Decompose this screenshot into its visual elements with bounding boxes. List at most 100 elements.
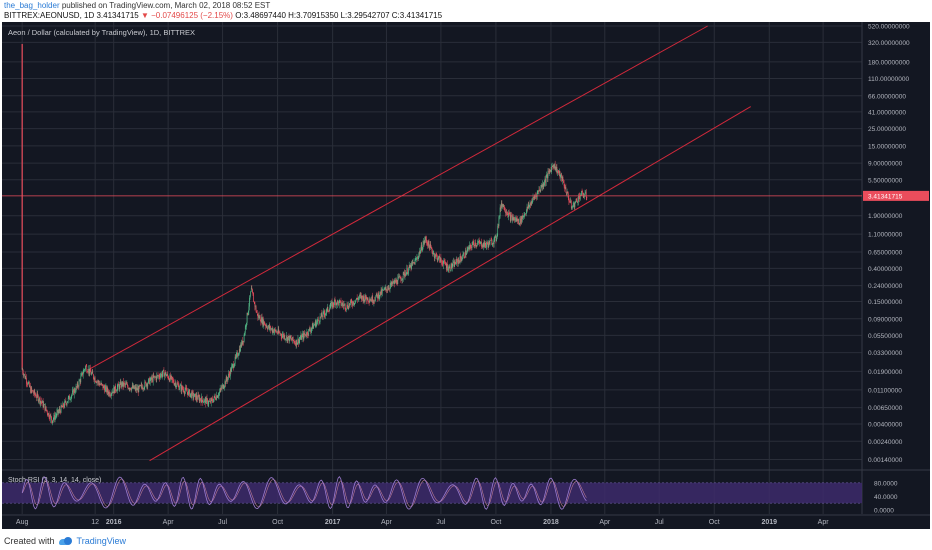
- candle: [67, 401, 68, 403]
- candle: [82, 372, 83, 377]
- candle: [285, 338, 287, 343]
- candle: [387, 284, 389, 290]
- x-tick-label: Jul: [218, 519, 227, 526]
- candle: [451, 263, 453, 272]
- candle: [279, 330, 280, 334]
- candle: [502, 203, 504, 210]
- tradingview-brand[interactable]: TradingView: [76, 536, 127, 546]
- candle-body: [253, 302, 255, 303]
- candle: [326, 308, 327, 316]
- candle-body: [176, 383, 178, 386]
- candle-body: [101, 384, 103, 385]
- candle: [158, 374, 159, 380]
- candle: [474, 239, 476, 249]
- candle: [551, 162, 553, 167]
- candle-body: [310, 330, 311, 332]
- candle-body: [555, 169, 557, 171]
- candle: [448, 264, 450, 273]
- candle-body: [203, 401, 205, 403]
- candle: [550, 167, 552, 173]
- candle-body: [539, 190, 541, 192]
- candle-body: [67, 401, 68, 403]
- candle-body: [205, 398, 207, 404]
- candle-body: [541, 184, 543, 188]
- candle: [106, 385, 107, 394]
- candle-body: [58, 411, 60, 413]
- candle-body: [496, 237, 497, 242]
- candle-body: [417, 257, 419, 259]
- candle-body: [189, 389, 191, 397]
- candle-body: [441, 261, 443, 265]
- candle: [404, 269, 405, 279]
- candle: [63, 403, 65, 409]
- x-tick-label: Apr: [381, 519, 393, 526]
- candle: [39, 396, 41, 406]
- candle: [367, 296, 369, 305]
- candle-body: [230, 369, 232, 372]
- symbol-line: BITTREX:AEONUSD, 1D 3.41341715: [4, 11, 139, 20]
- candle-body: [277, 329, 279, 334]
- candle: [49, 414, 51, 422]
- candle-body: [203, 401, 204, 403]
- candle-body: [391, 281, 393, 285]
- price-chart[interactable]: Aug 12 2016 Apr Jul Oct 2017 Apr Jul Oct 2018 Apr Ju…: [2, 22, 930, 529]
- candle-body: [424, 236, 426, 241]
- candle-body: [166, 373, 168, 376]
- author-link[interactable]: the_bag_holder: [4, 1, 60, 10]
- candle: [183, 386, 185, 394]
- candle-body: [546, 174, 548, 178]
- candle-body: [430, 246, 432, 248]
- candle-body: [60, 405, 62, 413]
- candle-body: [220, 388, 222, 390]
- candle-body: [385, 287, 387, 289]
- candle-body: [320, 313, 322, 317]
- candle-body: [132, 385, 134, 389]
- candle-body: [423, 241, 424, 245]
- candle-body: [326, 307, 328, 309]
- candle: [130, 387, 131, 391]
- candle: [172, 376, 174, 384]
- candle-body: [429, 245, 430, 250]
- price-change: ▼ −0.07496125 (−2.15%): [140, 11, 233, 20]
- candle-body: [79, 380, 81, 383]
- candle-body: [250, 288, 252, 292]
- candle: [539, 189, 541, 193]
- candle-body: [43, 404, 45, 408]
- candle: [412, 259, 414, 267]
- candle: [92, 368, 94, 375]
- candle-body: [581, 190, 582, 196]
- candle: [329, 302, 331, 309]
- candle-body: [142, 388, 144, 390]
- candle: [584, 194, 585, 200]
- candle-body: [533, 197, 534, 198]
- candle: [135, 384, 137, 393]
- x-tick-label: Jul: [655, 519, 664, 526]
- candle: [154, 374, 156, 381]
- candle-body: [389, 288, 390, 290]
- candle: [243, 333, 245, 343]
- candle: [341, 302, 343, 307]
- chart-canvas[interactable]: Aug 12 2016 Apr Jul Oct 2017 Apr Jul Oct 2018 Apr Ju…: [2, 22, 930, 529]
- candle-body: [466, 253, 467, 255]
- candle-body: [372, 296, 374, 303]
- candle-body: [438, 256, 439, 260]
- candle-body: [445, 264, 447, 266]
- candle-body: [543, 185, 545, 187]
- candle: [88, 365, 89, 376]
- candle-body: [54, 416, 56, 420]
- rsi-tick-label: 0.0000: [874, 508, 894, 515]
- candle: [442, 260, 444, 267]
- candle: [362, 295, 364, 305]
- candle-body: [215, 399, 217, 400]
- candle-body: [306, 331, 308, 336]
- candle: [237, 350, 238, 358]
- candle-body: [283, 334, 284, 338]
- candle-body: [379, 291, 381, 297]
- candle-body: [216, 395, 218, 398]
- candle-body: [211, 398, 213, 400]
- candle-body: [249, 296, 251, 298]
- candle: [517, 216, 518, 225]
- candle: [189, 388, 191, 398]
- candle: [405, 270, 406, 277]
- candle: [499, 204, 501, 219]
